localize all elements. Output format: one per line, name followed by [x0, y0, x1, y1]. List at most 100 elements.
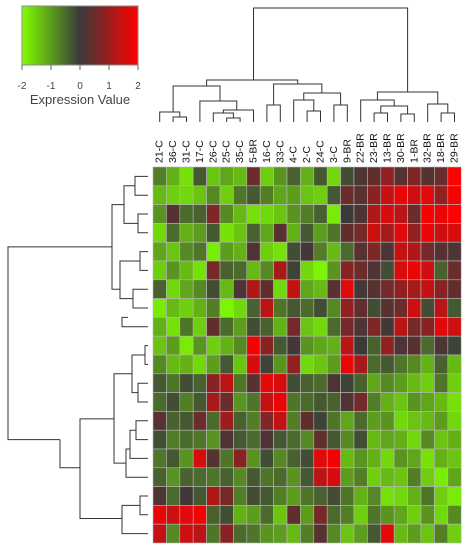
heatmap-cell	[380, 279, 395, 299]
heatmap-cell	[340, 241, 355, 262]
heatmap-cell	[380, 335, 395, 356]
heatmap-cell	[273, 523, 288, 544]
heatmap-cell	[434, 204, 449, 224]
heatmap-cell	[166, 505, 181, 525]
heatmap-cell	[206, 298, 221, 318]
heatmap-cell	[192, 223, 207, 243]
heatmap-cell	[259, 467, 274, 487]
heatmap-cell	[313, 486, 328, 506]
heatmap-cell	[393, 429, 408, 450]
heatmap-cell	[420, 448, 435, 469]
heatmap-cell	[434, 523, 449, 544]
heatmap-cell	[447, 241, 462, 262]
heatmap-cell	[286, 392, 301, 412]
heatmap-cell	[393, 411, 408, 431]
heatmap-cell	[393, 354, 408, 375]
heatmap-cell	[420, 505, 435, 525]
heatmap-cell	[353, 241, 368, 262]
heatmap-cell	[219, 392, 234, 412]
heatmap-cell	[367, 486, 382, 506]
heatmap-cell	[273, 185, 288, 205]
heatmap-cell	[219, 335, 234, 356]
column-label: 26-C	[207, 140, 219, 163]
heatmap-cell	[367, 260, 382, 281]
heatmap-cell	[340, 392, 355, 412]
heatmap-cell	[273, 317, 288, 337]
heatmap-cell	[313, 467, 328, 487]
heatmap-cell	[407, 467, 422, 487]
heatmap-cell	[380, 298, 395, 318]
row-dendrogram-link	[79, 418, 122, 520]
heatmap-cell	[340, 467, 355, 487]
heatmap-cell	[434, 354, 449, 375]
heatmap-cell	[313, 335, 328, 356]
column-label: 1-BR	[408, 139, 420, 163]
heatmap-cell	[273, 354, 288, 375]
heatmap-cell	[340, 448, 355, 469]
heatmap-cell	[407, 241, 422, 262]
color-key-tick-label: 2	[135, 81, 141, 92]
heatmap-cell	[434, 298, 449, 318]
heatmap-cell	[192, 354, 207, 375]
heatmap-cell	[219, 260, 234, 281]
heatmap-cell	[393, 166, 408, 187]
heatmap-cell	[300, 241, 315, 262]
heatmap-cell	[152, 505, 167, 525]
heatmap-cell	[393, 335, 408, 356]
heatmap-cell	[233, 505, 248, 525]
heatmap-cell	[340, 486, 355, 506]
heatmap-cell	[447, 486, 462, 506]
heatmap-cell	[206, 335, 221, 356]
heatmap-cell	[152, 166, 167, 187]
heatmap-cell	[219, 223, 234, 243]
column-dendrogram-link	[266, 104, 281, 122]
column-label: 2-C	[301, 146, 313, 163]
heatmap-cell	[206, 505, 221, 525]
heatmap-cell	[259, 241, 274, 262]
heatmap-cell	[393, 185, 408, 205]
heatmap-cell	[367, 204, 382, 224]
heatmap-cell	[353, 185, 368, 205]
heatmap-cell	[179, 429, 194, 450]
heatmap-cell	[219, 373, 234, 393]
row-dendrogram-link	[135, 420, 148, 441]
heatmap-cell	[206, 523, 221, 544]
heatmap-cell	[380, 354, 395, 375]
heatmap-cell	[192, 392, 207, 412]
column-dendrogram-link	[206, 79, 299, 86]
heatmap-cell	[192, 185, 207, 205]
heatmap-cell	[326, 185, 341, 205]
heatmap-cell	[273, 260, 288, 281]
heatmap-cell	[326, 392, 341, 412]
heatmap-cell	[192, 467, 207, 487]
heatmap-cell	[259, 166, 274, 187]
heatmap-cell	[300, 392, 315, 412]
heatmap-cell	[353, 354, 368, 375]
heatmap-cell	[420, 523, 435, 544]
heatmap-cell	[246, 523, 261, 544]
heatmap-cell	[233, 373, 248, 393]
heatmap-cell	[286, 523, 301, 544]
heatmap-cell	[166, 223, 181, 243]
heatmap-cell	[434, 317, 449, 337]
heatmap-cell	[313, 241, 328, 262]
heatmap-cell	[380, 317, 395, 337]
heatmap-cell	[246, 279, 261, 299]
heatmap-cell	[300, 429, 315, 450]
heatmap-cell	[434, 373, 449, 393]
heatmap-cell	[380, 185, 395, 205]
heatmap-cell	[367, 411, 382, 431]
heatmap-cell	[152, 392, 167, 412]
heatmap-cell	[259, 279, 274, 299]
heatmap-cell	[447, 354, 462, 375]
heatmap-cell	[340, 204, 355, 224]
heatmap-cell	[367, 467, 382, 487]
heatmap-cell	[233, 166, 248, 187]
heatmap-cell	[300, 204, 315, 224]
heatmap-cell	[313, 204, 328, 224]
heatmap-cell	[367, 505, 382, 525]
heatmap-cell	[393, 373, 408, 393]
heatmap-cell	[166, 523, 181, 544]
heatmap-cell	[326, 241, 341, 262]
